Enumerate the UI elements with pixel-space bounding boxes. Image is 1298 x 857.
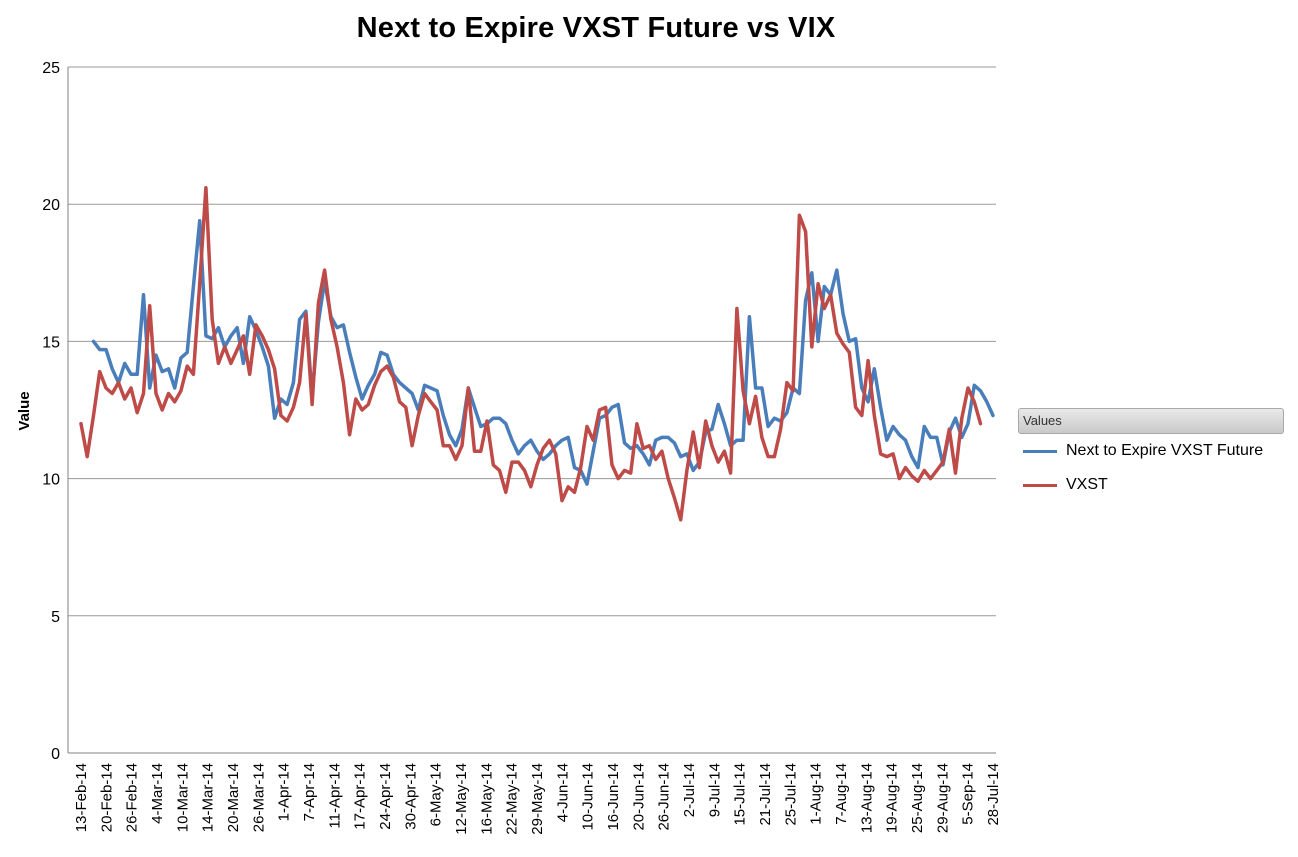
- x-tick-label: 20-Jun-14: [630, 763, 647, 831]
- x-tick-label: 16-Jun-14: [605, 763, 622, 831]
- y-tick-label: 20: [42, 197, 60, 214]
- x-tick-label: 16-May-14: [478, 763, 495, 835]
- x-tick-label: 26-Mar-14: [250, 763, 267, 832]
- x-tick-label: 25-Aug-14: [909, 763, 926, 833]
- x-tick-label: 30-Apr-14: [402, 763, 419, 830]
- legend-swatch-vxst-future: [1023, 450, 1057, 453]
- x-tick-label: 7-Aug-14: [833, 763, 850, 825]
- x-tick-label: 20-Mar-14: [225, 763, 242, 832]
- series-line-vxst: [79, 185, 983, 522]
- x-tick-label: 1-Aug-14: [808, 763, 825, 825]
- x-tick-label: 5-Sep-14: [960, 763, 977, 825]
- legend-label-vxst: VXST: [1066, 476, 1108, 493]
- y-tick-label: 15: [42, 334, 60, 351]
- x-tick-label: 25-Jul-14: [782, 763, 799, 826]
- legend-item-vxst-future: Next to Expire VXST Future: [1018, 434, 1284, 468]
- x-tick-label: 6-May-14: [428, 763, 445, 826]
- x-tick-label: 20-Feb-14: [98, 763, 115, 832]
- x-tick-label: 12-May-14: [453, 763, 470, 835]
- x-tick-label: 4-Mar-14: [149, 763, 166, 824]
- x-tick-label: 10-Jun-14: [580, 763, 597, 831]
- y-axis-label: Value: [16, 391, 33, 430]
- x-tick-label: 13-Aug-14: [858, 763, 875, 833]
- legend-title: Values: [1018, 408, 1284, 434]
- x-tick-label: 26-Feb-14: [124, 763, 141, 832]
- x-tick-label: 1-Apr-14: [276, 763, 293, 821]
- y-tick-label: 0: [51, 746, 60, 763]
- x-tick-label: 15-Jul-14: [732, 763, 749, 826]
- y-tick-label: 10: [42, 472, 60, 489]
- legend-label-vxst-future: Next to Expire VXST Future: [1066, 442, 1264, 459]
- chart-title: Next to Expire VXST Future vs VIX: [356, 12, 836, 44]
- x-tick-label: 29-May-14: [529, 763, 546, 835]
- x-tick-label: 21-Jul-14: [757, 763, 774, 826]
- x-tick-label: 26-Jun-14: [656, 763, 673, 831]
- y-tick-label: 25: [42, 60, 60, 77]
- y-tick-label: 5: [51, 609, 60, 626]
- x-tick-label: 4-Jun-14: [554, 763, 571, 822]
- legend: Values Next to Expire VXST Future VXST: [1018, 408, 1284, 502]
- x-tick-label: 9-Jul-14: [706, 763, 723, 817]
- series-line-vxst-future: [91, 218, 995, 486]
- x-tick-label: 13-Feb-14: [73, 763, 90, 832]
- x-tick-label: 11-Apr-14: [326, 763, 343, 829]
- x-tick-label: 2-Jul-14: [681, 763, 698, 817]
- x-tick-label: 14-Mar-14: [200, 763, 217, 832]
- x-tick-label: 7-Apr-14: [301, 763, 318, 821]
- y-axis-ticks: 0 5 10 15 20 25: [42, 60, 60, 763]
- x-tick-label: 22-May-14: [504, 763, 521, 835]
- series-lines: [79, 185, 995, 522]
- x-tick-label: 28-Jul-14: [985, 763, 1002, 826]
- x-tick-label: 19-Aug-14: [884, 763, 901, 833]
- x-tick-label: 29-Aug-14: [934, 763, 951, 833]
- x-tick-label: 10-Mar-14: [174, 763, 191, 832]
- x-tick-label: 24-Apr-14: [377, 763, 394, 830]
- x-tick-label: 17-Apr-14: [352, 763, 369, 830]
- legend-item-vxst: VXST: [1018, 468, 1284, 502]
- x-axis: 13-Feb-14 20-Feb-14 26-Feb-14 4-Mar-14 10-Ma…: [73, 763, 1002, 835]
- legend-swatch-vxst: [1023, 484, 1057, 487]
